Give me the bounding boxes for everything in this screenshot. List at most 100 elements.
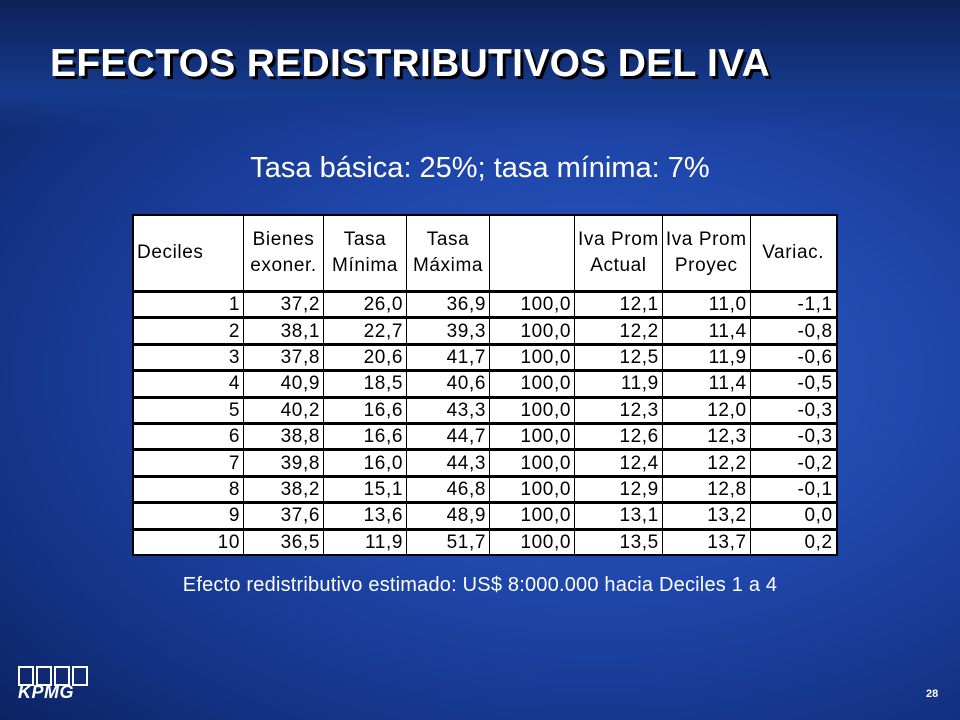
table-cell: 11,4 bbox=[661, 316, 751, 345]
table-cell: 40,9 bbox=[243, 369, 324, 398]
table-cell: 26,0 bbox=[323, 290, 407, 319]
table-cell: 43,3 bbox=[406, 395, 490, 424]
table-cell: -0,1 bbox=[749, 474, 838, 504]
table-cell: 12,1 bbox=[574, 290, 663, 319]
table-cell: -0,2 bbox=[749, 448, 838, 477]
table-cell: 6 bbox=[132, 421, 244, 451]
table-cell: 5 bbox=[132, 395, 244, 424]
table-cell: -1,1 bbox=[749, 290, 838, 319]
table-cell: 13,1 bbox=[574, 501, 663, 530]
table-cell: 11,9 bbox=[323, 527, 407, 556]
table-cell: 12,0 bbox=[661, 395, 751, 424]
table-cell: 18,5 bbox=[323, 369, 407, 398]
logo-boxes-icon bbox=[18, 666, 98, 686]
table-cell: 8 bbox=[132, 474, 244, 504]
table-cell: 11,9 bbox=[661, 342, 751, 372]
table-cell: 11,4 bbox=[661, 369, 751, 398]
table-cell: 38,1 bbox=[243, 316, 324, 345]
table-cell: 39,3 bbox=[406, 316, 490, 345]
table-cell: 20,6 bbox=[323, 342, 407, 372]
table-cell: 40,6 bbox=[406, 369, 490, 398]
table-cell: 41,7 bbox=[406, 342, 490, 372]
table-cell: 22,7 bbox=[323, 316, 407, 345]
title-band bbox=[0, 0, 960, 132]
table-cell: 16,6 bbox=[323, 421, 407, 451]
logo-text: KPMG bbox=[18, 682, 74, 702]
table-cell: 0,2 bbox=[749, 527, 838, 556]
table-cell: 10 bbox=[132, 527, 244, 556]
table-cell: 13,6 bbox=[323, 501, 407, 530]
header-bienes-exoner: Bienes exoner. bbox=[243, 214, 324, 293]
table-cell: -0,8 bbox=[749, 316, 838, 345]
table-cell: 100,0 bbox=[489, 527, 575, 556]
table-row: 7 39,8 16,0 44,3 100,0 12,4 12,2 -0,2 bbox=[132, 448, 838, 477]
table-cell: 37,6 bbox=[243, 501, 324, 530]
table-cell: 12,3 bbox=[661, 421, 751, 451]
table-row: 4 40,9 18,5 40,6 100,0 11,9 11,4 -0,5 bbox=[132, 369, 838, 398]
table-cell: 38,8 bbox=[243, 421, 324, 451]
table-cell: 12,2 bbox=[574, 316, 663, 345]
table-cell: 100,0 bbox=[489, 369, 575, 398]
table-row: 10 36,5 11,9 51,7 100,0 13,5 13,7 0,2 bbox=[132, 527, 838, 556]
table-cell: -0,6 bbox=[749, 342, 838, 372]
table-cell: 13,7 bbox=[661, 527, 751, 556]
table-row: 6 38,8 16,6 44,7 100,0 12,6 12,3 -0,3 bbox=[132, 421, 838, 451]
redistribution-note: Efecto redistributivo estimado: US$ 8:00… bbox=[182, 574, 778, 596]
table-cell: 12,3 bbox=[574, 395, 663, 424]
table-container: Deciles Bienes exoner. Tasa Mínima Tasa Máx… bbox=[132, 214, 838, 556]
table-cell: 46,8 bbox=[406, 474, 490, 504]
header-iva-prom-actual: Iva Prom Actual bbox=[574, 214, 663, 293]
header-iva-prom-proyec: Iva Prom Proyec bbox=[661, 214, 751, 293]
table-row: 2 38,1 22,7 39,3 100,0 12,2 11,4 -0,8 bbox=[132, 316, 838, 345]
table-cell: 40,2 bbox=[243, 395, 324, 424]
table-cell: 100,0 bbox=[489, 316, 575, 345]
table-cell: 13,2 bbox=[661, 501, 751, 530]
table-row: 3 37,8 20,6 41,7 100,0 12,5 11,9 -0,6 bbox=[132, 342, 838, 372]
table-cell: 36,9 bbox=[406, 290, 490, 319]
table-cell: 51,7 bbox=[406, 527, 490, 556]
table-header-row: Deciles Bienes exoner. Tasa Mínima Tasa Máx… bbox=[132, 214, 838, 293]
table-cell: 3 bbox=[132, 342, 244, 372]
table-body: 1 37,2 26,0 36,9 100,0 12,1 11,0 -1,1 2 38,1 22,7 3… bbox=[132, 290, 838, 556]
table-cell: 16,6 bbox=[323, 395, 407, 424]
table-cell: 100,0 bbox=[489, 448, 575, 477]
table-cell: 44,3 bbox=[406, 448, 490, 477]
table-cell: 100,0 bbox=[489, 395, 575, 424]
deciles-table: Deciles Bienes exoner. Tasa Mínima Tasa Máx… bbox=[132, 214, 838, 556]
table-cell: 4 bbox=[132, 369, 244, 398]
kpmg-logo: KPMG bbox=[18, 666, 98, 706]
page-number: 28 bbox=[926, 688, 939, 700]
table-cell: 100,0 bbox=[489, 421, 575, 451]
table-cell: 48,9 bbox=[406, 501, 490, 530]
header-variac: Variac. bbox=[749, 214, 838, 293]
table-cell: 11,0 bbox=[661, 290, 751, 319]
header-deciles: Deciles bbox=[132, 214, 244, 293]
header-blank bbox=[489, 214, 575, 293]
table-cell: 0,0 bbox=[749, 501, 838, 530]
table-cell: 13,5 bbox=[574, 527, 663, 556]
table-cell: 100,0 bbox=[489, 501, 575, 530]
slide-subtitle: Tasa básica: 25%; tasa mínima: 7% bbox=[250, 152, 710, 184]
header-tasa-minima: Tasa Mínima bbox=[323, 214, 407, 293]
table-cell: 37,2 bbox=[243, 290, 324, 319]
slide-title: EFECTOS REDISTRIBUTIVOS DEL IVA bbox=[50, 42, 771, 85]
table-cell: 12,2 bbox=[661, 448, 751, 477]
table-cell: 15,1 bbox=[323, 474, 407, 504]
table-cell: 100,0 bbox=[489, 342, 575, 372]
table-cell: 7 bbox=[132, 448, 244, 477]
table-cell: -0,3 bbox=[749, 421, 838, 451]
table-cell: 100,0 bbox=[489, 290, 575, 319]
table-row: 8 38,2 15,1 46,8 100,0 12,9 12,8 -0,1 bbox=[132, 474, 838, 504]
table-cell: 16,0 bbox=[323, 448, 407, 477]
table-cell: -0,3 bbox=[749, 395, 838, 424]
table-cell: 36,5 bbox=[243, 527, 324, 556]
table-cell: 38,2 bbox=[243, 474, 324, 504]
table-cell: 44,7 bbox=[406, 421, 490, 451]
table-cell: 9 bbox=[132, 501, 244, 530]
table-cell: 12,5 bbox=[574, 342, 663, 372]
table-cell: 12,6 bbox=[574, 421, 663, 451]
table-cell: -0,5 bbox=[749, 369, 838, 398]
table-cell: 11,9 bbox=[574, 369, 663, 398]
table-cell: 39,8 bbox=[243, 448, 324, 477]
table-cell: 12,4 bbox=[574, 448, 663, 477]
